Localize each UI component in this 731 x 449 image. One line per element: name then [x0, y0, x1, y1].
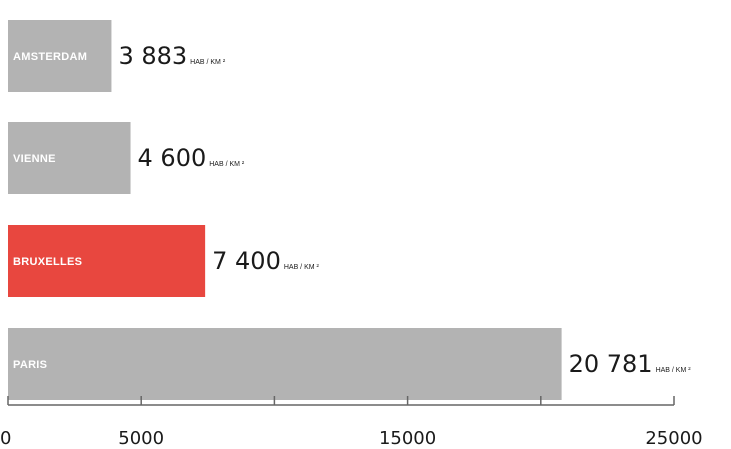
x-tick-label-15000: 15000 [379, 428, 436, 449]
x-axis: 0 5000 15000 25000 [0, 396, 703, 449]
bar-vienne [8, 122, 131, 194]
value-number-bruxelles: 7 400 [212, 247, 281, 275]
value-label-amsterdam: 3 883 HAB / KM ² [118, 42, 225, 70]
x-tick-label-5000: 5000 [118, 428, 164, 449]
value-label-bruxelles: 7 400 HAB / KM ² [212, 247, 319, 275]
bar-paris [8, 328, 562, 400]
bar-label-vienne: VIENNE [13, 153, 56, 165]
bar-label-bruxelles: BRUXELLES [13, 256, 82, 268]
value-number-paris: 20 781 [569, 350, 653, 378]
value-unit-vienne: HAB / KM ² [209, 161, 245, 168]
value-label-vienne: 4 600 HAB / KM ² [138, 144, 245, 172]
bar-amsterdam [8, 20, 112, 92]
bars-layer: AMSTERDAM VIENNE BRUXELLES PARIS [8, 20, 562, 400]
x-tick-label-25000: 25000 [645, 428, 702, 449]
bar-label-amsterdam: AMSTERDAM [13, 51, 87, 63]
value-unit-amsterdam: HAB / KM ² [190, 59, 226, 66]
value-label-paris: 20 781 HAB / KM ² [569, 350, 692, 378]
value-unit-paris: HAB / KM ² [656, 367, 692, 374]
bar-label-paris: PARIS [13, 359, 47, 371]
bar-bruxelles [8, 225, 206, 297]
value-labels-layer: 3 883 HAB / KM ²4 600 HAB / KM ²7 400 HAB /… [118, 42, 691, 378]
x-tick-label-0: 0 [0, 428, 11, 449]
value-number-vienne: 4 600 [138, 144, 207, 172]
value-unit-bruxelles: HAB / KM ² [284, 264, 320, 271]
value-number-amsterdam: 3 883 [118, 42, 187, 70]
